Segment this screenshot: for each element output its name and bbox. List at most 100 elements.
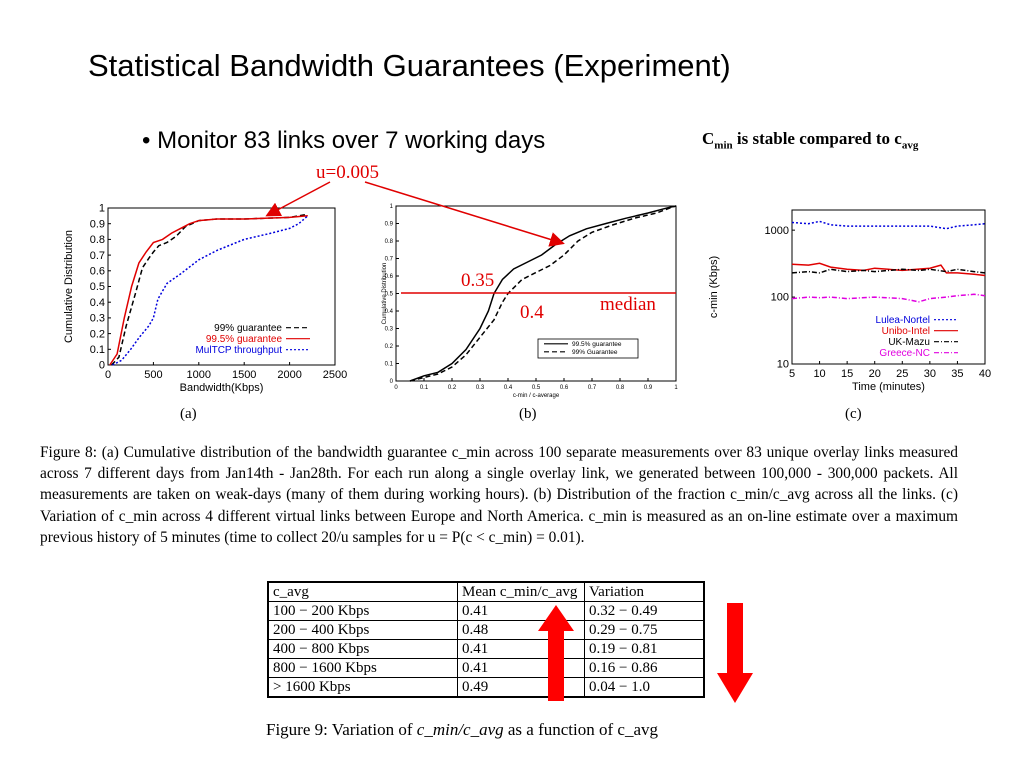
- x-axis-label: c-min / c-average: [513, 393, 560, 399]
- y-tick-label: 0.4: [385, 309, 394, 315]
- plot-frame: [791, 209, 986, 365]
- table-row: 400 − 800 Kbps 0.41 0.19 − 0.81: [267, 639, 705, 659]
- table-row: 800 − 1600 Kbps 0.41 0.16 − 0.86: [267, 658, 705, 678]
- y-tick-label: 0.8: [385, 239, 394, 245]
- figure-9-table: c_avg Mean c_min/c_avg Variation 100 − 2…: [267, 581, 705, 698]
- up-arrow-icon: [538, 605, 574, 701]
- y-tick-label: 0.7: [385, 257, 394, 263]
- series-line: [791, 220, 986, 230]
- legend-entry: 99% guarantee: [214, 323, 282, 334]
- y-axis-label: Cumulative Distribution: [63, 230, 75, 343]
- x-axis-label: Bandwidth(Kbps): [180, 382, 264, 394]
- y-tick-label: 0.2: [385, 344, 394, 350]
- y-tick-label: 0.6: [90, 265, 105, 277]
- y-tick-label: 0.2: [90, 328, 105, 340]
- annotation-arrow-b: [364, 181, 565, 247]
- table-row: 200 − 400 Kbps 0.48 0.29 − 0.75: [267, 620, 705, 640]
- y-axis-label: c-min (Kbps): [708, 256, 720, 318]
- table-cell: 0.32 − 0.49: [584, 601, 705, 621]
- y-tick-label: 0.1: [385, 362, 394, 368]
- y-axis-label: Cumulative Distribution: [382, 263, 388, 325]
- table-cell: 0.04 − 1.0: [584, 677, 705, 698]
- legend-entry: 99.5% guarantee: [206, 334, 283, 345]
- annotation-median: median: [600, 294, 656, 315]
- x-tick-label: 10: [813, 368, 825, 380]
- table-header: Mean c_min/c_avg: [457, 581, 585, 602]
- x-tick-label: 2000: [277, 369, 301, 381]
- y-tick-label: 1: [390, 204, 394, 210]
- series-line: [791, 262, 986, 277]
- legend-entry: 99.5% guarantee: [572, 341, 622, 348]
- series-line: [109, 215, 308, 366]
- y-tick-label: 0.9: [385, 222, 394, 228]
- y-tick-label: 1000: [765, 225, 789, 237]
- x-tick-label: 25: [896, 368, 908, 380]
- legend-entry: MulTCP throughput: [195, 345, 282, 356]
- x-tick-label: 0.4: [504, 385, 513, 391]
- x-tick-label: 500: [144, 369, 162, 381]
- y-tick-label: 1: [99, 203, 105, 215]
- table-row: > 1600 Kbps 0.49 0.04 − 1.0: [267, 677, 705, 698]
- y-tick-label: 100: [771, 292, 789, 304]
- table-cell: 800 − 1600 Kbps: [267, 658, 458, 678]
- y-tick-label: 0.8: [90, 234, 105, 246]
- x-tick-label: 0.1: [420, 385, 429, 391]
- figure-c-label: (c): [845, 406, 862, 422]
- figure-9-caption: Figure 9: Variation of c_min/c_avg as a …: [266, 720, 659, 739]
- x-tick-label: 1500: [232, 369, 256, 381]
- x-tick-label: 1: [674, 385, 678, 391]
- x-axis-label: Time (minutes): [852, 381, 925, 393]
- legend-entry: Unibo-Intel: [882, 326, 930, 337]
- table-header: c_avg: [267, 581, 458, 602]
- figure-b-label: (b): [519, 406, 537, 422]
- x-tick-label: 0.5: [532, 385, 541, 391]
- y-tick-label: 0.6: [385, 274, 394, 280]
- x-tick-label: 40: [979, 368, 991, 380]
- annotation-u: u=0.005: [316, 162, 379, 183]
- figure-a-label: (a): [180, 406, 197, 422]
- y-tick-label: 0.5: [90, 281, 105, 293]
- y-tick-label: 0.7: [90, 250, 105, 262]
- y-tick-label: 0: [99, 360, 105, 372]
- series-line: [112, 215, 309, 366]
- table-header-row: c_avg Mean c_min/c_avg Variation: [267, 581, 705, 602]
- table-cell: 400 − 800 Kbps: [267, 639, 458, 659]
- annotation-04: 0.4: [520, 302, 544, 323]
- x-tick-label: 20: [869, 368, 881, 380]
- series-line: [791, 293, 986, 303]
- series-line: [409, 205, 677, 382]
- x-tick-label: 0.6: [560, 385, 569, 391]
- x-tick-label: 0.9: [644, 385, 653, 391]
- table-cell: 0.16 − 0.86: [584, 658, 705, 678]
- down-arrow-icon: [717, 603, 753, 703]
- y-tick-label: 10: [777, 359, 789, 371]
- x-tick-label: 5: [789, 368, 795, 380]
- table-cell: 200 − 400 Kbps: [267, 620, 458, 640]
- stability-note: Cmin is stable compared to cavg: [702, 129, 919, 152]
- x-tick-label: 1000: [187, 369, 211, 381]
- x-tick-label: 0.2: [448, 385, 457, 391]
- annotation-overlay: [265, 181, 676, 294]
- chart-b-cdf-ratio: 0 0.1 0.2 0.3 0.4 0.5 0.6 0.7 0.8 0.9 1 0 0.1 0.2 0.3 0…: [382, 204, 678, 399]
- y-tick-label: 0.4: [90, 297, 105, 309]
- table-cell: 0.19 − 0.81: [584, 639, 705, 659]
- figure-8-caption: Figure 8: (a) Cumulative distribution of…: [40, 444, 958, 546]
- annotation-arrow-a: [265, 181, 331, 217]
- legend-entry: UK-Mazu: [888, 337, 930, 348]
- table-cell: > 1600 Kbps: [267, 677, 458, 698]
- table-row: 100 − 200 Kbps 0.41 0.32 − 0.49: [267, 601, 705, 621]
- y-tick-label: 0.3: [385, 327, 394, 333]
- y-tick-label: 0.9: [90, 218, 105, 230]
- legend-entry: 99% Guarantee: [572, 349, 618, 356]
- y-tick-label: 0.5: [385, 292, 394, 298]
- series-line: [409, 205, 677, 382]
- x-tick-label: 0.3: [476, 385, 485, 391]
- series-line: [791, 268, 986, 274]
- y-tick-label: 0.1: [90, 344, 105, 356]
- x-tick-label: 0.8: [616, 385, 625, 391]
- legend-entry: Lulea-Nortel: [876, 315, 930, 326]
- bullet-point: • Monitor 83 links over 7 working days: [142, 127, 546, 154]
- slide-title: Statistical Bandwidth Guarantees (Experi…: [88, 48, 731, 83]
- y-tick-label: 0: [390, 379, 394, 385]
